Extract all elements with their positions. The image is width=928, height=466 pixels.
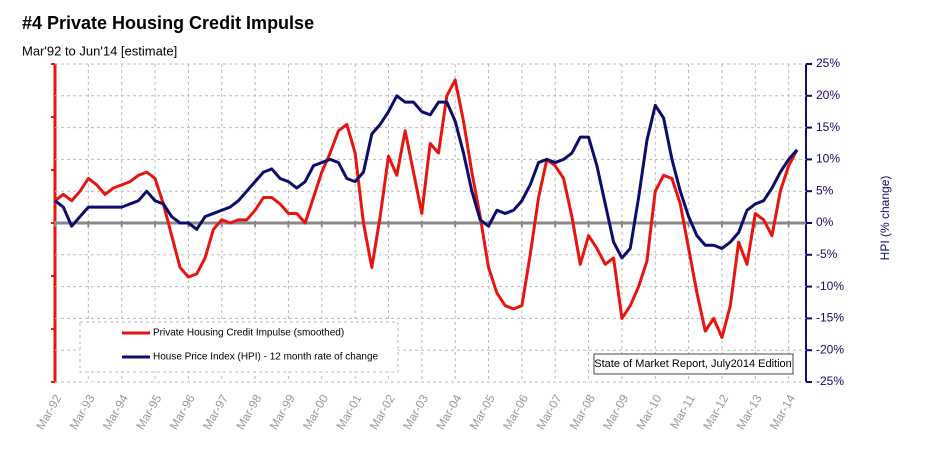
chart-subtitle: Mar'92 to Jun'14 [estimate] [22,43,177,58]
y2-tick-label: 25% [816,56,840,70]
y2-axis-label: HPI (% change) [878,176,892,261]
annotation-box [593,353,794,375]
legend-box [79,321,399,373]
y2-tick-label: -5% [816,247,838,261]
y2-tick-label: -20% [816,342,844,356]
y2-tick-label: 5% [816,183,834,197]
y2-tick-label: 0% [816,215,834,229]
y2-tick-label: -25% [816,374,844,388]
annotation: State of Market Report, July2014 Edition [594,358,792,370]
y2-tick-label: -10% [816,279,844,293]
series-line [54,94,799,260]
left-axis-ticks [51,63,55,383]
y2-tick-label: 15% [816,120,840,134]
y2-tick-label: 10% [816,152,840,166]
y2-tick-label: -15% [816,311,844,325]
legend-label: House Price Index (HPI) - 12 month rate … [153,352,379,363]
y2-tick-label: 20% [816,88,840,102]
chart-title: #4 Private Housing Credit Impulse [22,13,314,33]
series-line [54,78,799,339]
legend-label: Private Housing Credit Impulse (smoothed… [153,328,344,339]
